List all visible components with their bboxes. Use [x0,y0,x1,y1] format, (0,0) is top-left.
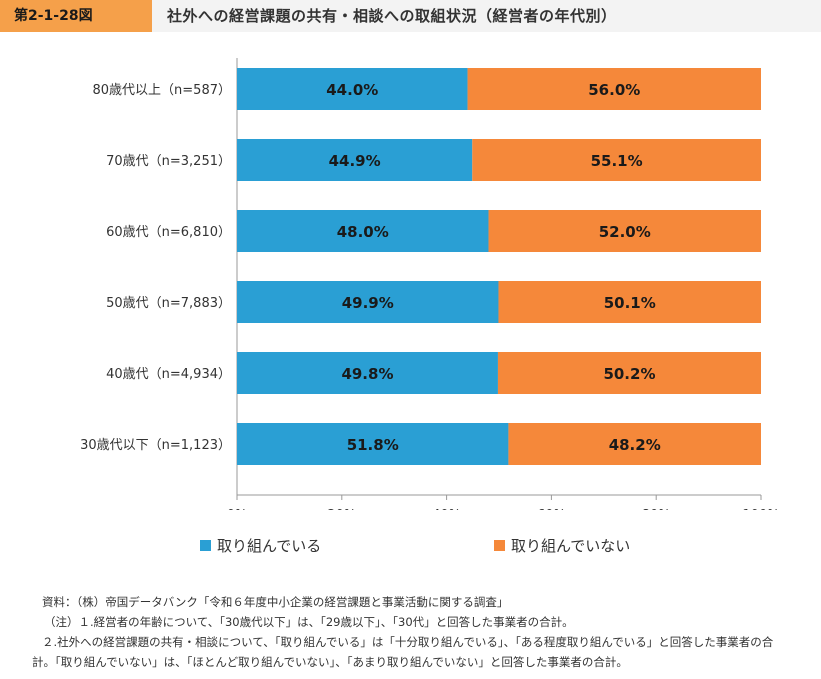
x-tick-label: 80% [642,508,671,510]
note-2-cont: 計。「取り組んでいない」は、「ほとんど取り組んでいない」、「あまり取り組んでいな… [32,655,628,669]
bar-segment [237,210,489,252]
x-tick-label: 0% [227,508,248,510]
data-label: 56.0% [588,81,640,99]
bar-segment [237,423,509,465]
data-label: 49.8% [341,365,393,383]
bar-segment [508,423,761,465]
legend-label-series-1: 取り組んでいる [217,537,322,555]
bar-segment [488,210,761,252]
data-label: 44.0% [326,81,378,99]
legend-item-series-1: 取り組んでいる [200,535,321,556]
bar-segment [497,352,761,394]
category-label: 70歳代（n=3,251） [106,154,231,169]
stacked-bar-chart: 80歳代以上（n=587） 44.0% 56.0% 70歳代（n=3,251） 44.9… [80,58,780,510]
category-label: 30歳代以下（n=1,123） [80,438,231,453]
figure-label: 第2-1-28図 [0,0,152,32]
data-label: 44.9% [329,152,381,170]
category-label: 60歳代（n=6,810） [106,225,231,240]
figure-header: 第2-1-28図 社外への経営課題の共有・相談への取組状況（経営者の年代別） [0,0,821,32]
note-1: （注）１.経営者の年齢について、「30歳代以下」は、「29歳以下」、「30代」と… [44,615,574,629]
note-source: 資料：（株）帝国データバンク「令和６年度中小企業の経営課題と事業活動に関する調査… [42,595,509,609]
x-tick-label: 20% [327,508,356,510]
data-label: 52.0% [599,223,651,241]
note-2: ２.社外への経営課題の共有・相談について、「取り組んでいる」は「十分取り組んでい… [42,635,774,649]
x-tick-label: 40% [432,508,461,510]
data-label: 49.9% [342,294,394,312]
legend-swatch-series-1 [200,540,211,551]
source-notes: 資料：（株）帝国データバンク「令和６年度中小企業の経営課題と事業活動に関する調査… [32,592,774,672]
bar-segment [237,139,473,181]
bar-segment [237,68,468,110]
data-label: 50.2% [603,365,655,383]
legend-label-series-2: 取り組んでいない [511,537,631,555]
bar-segment [498,281,761,323]
data-label: 55.1% [591,152,643,170]
figure-title: 社外への経営課題の共有・相談への取組状況（経営者の年代別） [167,7,617,25]
bar-segment [237,352,498,394]
legend-item-series-2: 取り組んでいない [494,535,630,556]
data-label: 48.2% [609,436,661,454]
x-tick-label: 60% [537,508,566,510]
category-label: 50歳代（n=7,883） [106,296,231,311]
bar-segment [472,139,761,181]
category-label: 80歳代以上（n=587） [93,83,232,98]
category-label: 40歳代（n=4,934） [106,367,231,382]
x-tick-label: 100% [742,508,779,510]
data-label: 50.1% [604,294,656,312]
bar-segment [467,68,761,110]
data-label: 51.8% [347,436,399,454]
data-label: 48.0% [337,223,389,241]
bar-segment [237,281,499,323]
legend-swatch-series-2 [494,540,505,551]
